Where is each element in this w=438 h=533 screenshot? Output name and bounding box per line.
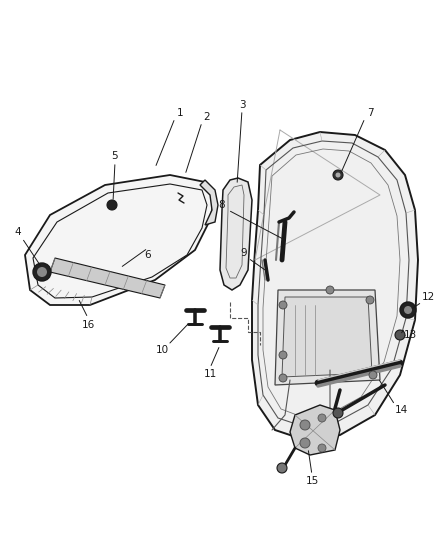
Circle shape bbox=[279, 374, 287, 382]
Polygon shape bbox=[282, 297, 372, 377]
Circle shape bbox=[279, 351, 287, 359]
Polygon shape bbox=[25, 175, 215, 305]
Circle shape bbox=[318, 444, 326, 452]
Text: 14: 14 bbox=[394, 405, 408, 415]
Text: 5: 5 bbox=[112, 151, 118, 161]
Circle shape bbox=[333, 408, 343, 418]
Polygon shape bbox=[290, 405, 340, 455]
Polygon shape bbox=[252, 132, 418, 440]
Text: 1: 1 bbox=[177, 108, 184, 118]
Text: 10: 10 bbox=[155, 345, 169, 355]
Circle shape bbox=[336, 173, 340, 177]
Text: 6: 6 bbox=[145, 250, 151, 260]
Text: 4: 4 bbox=[15, 227, 21, 237]
Circle shape bbox=[369, 371, 377, 379]
Ellipse shape bbox=[293, 312, 363, 367]
Polygon shape bbox=[200, 180, 218, 225]
Polygon shape bbox=[50, 258, 165, 298]
Text: 7: 7 bbox=[367, 108, 373, 118]
Circle shape bbox=[107, 200, 117, 210]
Text: 13: 13 bbox=[403, 330, 417, 340]
Circle shape bbox=[404, 306, 412, 314]
Text: 12: 12 bbox=[421, 292, 434, 302]
Text: 9: 9 bbox=[241, 248, 247, 258]
Circle shape bbox=[300, 438, 310, 448]
Circle shape bbox=[326, 286, 334, 294]
Text: 11: 11 bbox=[203, 369, 217, 379]
Text: 15: 15 bbox=[305, 476, 318, 486]
Circle shape bbox=[333, 170, 343, 180]
Text: 8: 8 bbox=[219, 200, 225, 210]
Circle shape bbox=[279, 301, 287, 309]
Circle shape bbox=[400, 302, 416, 318]
Polygon shape bbox=[220, 178, 252, 290]
Circle shape bbox=[33, 263, 51, 281]
Circle shape bbox=[395, 330, 405, 340]
Text: 3: 3 bbox=[239, 100, 245, 110]
Circle shape bbox=[366, 296, 374, 304]
Text: 2: 2 bbox=[204, 112, 210, 122]
Text: 16: 16 bbox=[81, 320, 95, 330]
Polygon shape bbox=[275, 290, 380, 385]
Circle shape bbox=[300, 420, 310, 430]
Circle shape bbox=[277, 463, 287, 473]
Circle shape bbox=[318, 414, 326, 422]
Circle shape bbox=[37, 267, 47, 277]
